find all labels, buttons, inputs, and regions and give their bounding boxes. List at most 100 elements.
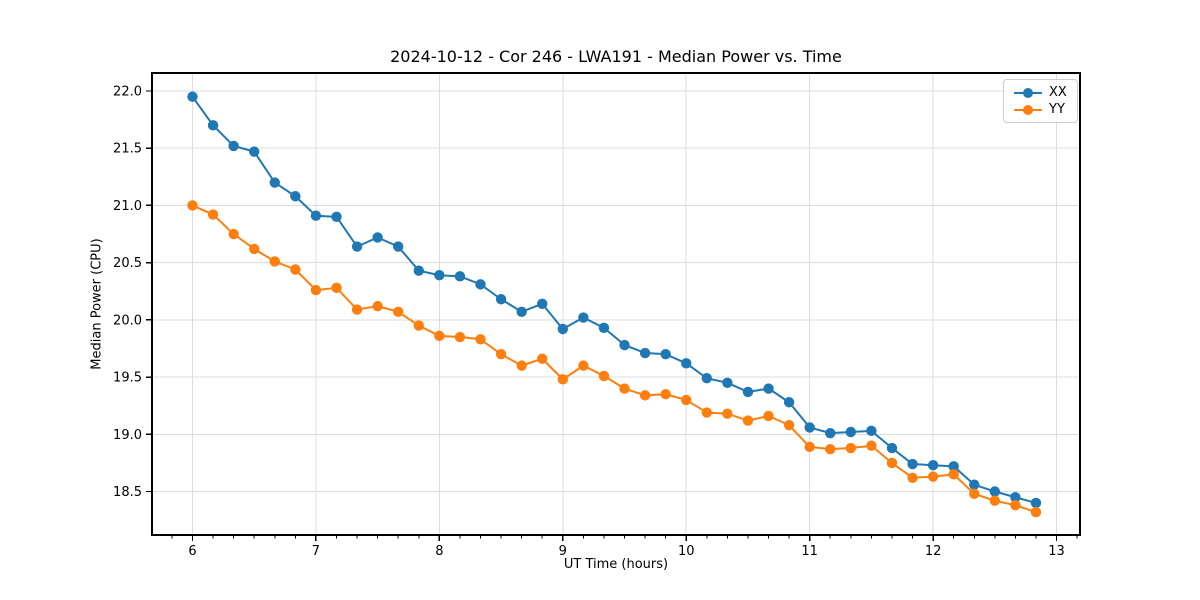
series-marker-yy <box>1010 500 1021 511</box>
series-marker-yy <box>907 472 918 483</box>
series-marker-xx <box>1030 497 1042 509</box>
series-marker-xx <box>742 386 754 398</box>
series-marker-yy <box>434 330 445 342</box>
legend: XX YY <box>1003 79 1078 123</box>
series-marker-xx <box>331 211 342 223</box>
series-marker-yy <box>804 441 815 453</box>
series-marker-xx <box>516 306 527 318</box>
x-axis-label: UT Time (hours) <box>563 557 669 572</box>
series-marker-xx <box>907 458 918 470</box>
series-marker-xx <box>413 265 424 276</box>
y-tick-label: 22.0 <box>113 84 142 99</box>
series-marker-xx <box>619 339 630 351</box>
series-marker-yy <box>681 394 692 406</box>
series-marker-xx <box>495 294 507 305</box>
series-marker-yy <box>495 348 507 360</box>
y-axis-label: Median Power (CPU) <box>89 238 105 370</box>
series-marker-yy <box>351 304 363 315</box>
series-marker-xx <box>866 425 877 437</box>
series-marker-yy <box>516 360 527 371</box>
series-marker-yy <box>886 457 898 469</box>
legend-entry-yy: YY <box>1013 102 1067 117</box>
series-marker-yy <box>598 370 610 382</box>
legend-line-marker-icon <box>1014 104 1042 115</box>
series-marker-yy <box>969 488 980 500</box>
series-marker-xx <box>269 177 280 188</box>
series-marker-xx <box>660 348 671 360</box>
series-marker-xx <box>290 191 301 202</box>
x-tick-label: 9 <box>559 544 567 559</box>
series-marker-xx <box>598 322 610 334</box>
series-marker-xx <box>310 210 322 221</box>
legend-entry-xx: XX <box>1013 85 1067 100</box>
series-marker-yy <box>742 415 754 426</box>
y-tick-label: 20.0 <box>113 313 142 328</box>
series-marker-xx <box>783 397 795 408</box>
legend-marker-1 <box>1023 104 1033 115</box>
series-marker-xx <box>454 271 466 282</box>
series-marker-xx <box>927 459 939 471</box>
series-marker-yy <box>722 408 733 419</box>
x-tick-label: 7 <box>312 544 320 559</box>
y-tick-label: 18.5 <box>113 485 142 500</box>
series-marker-yy <box>249 243 260 255</box>
series-marker-xx <box>639 347 651 359</box>
y-tick-label: 21.0 <box>113 199 142 214</box>
series-marker-yy <box>619 383 630 394</box>
series-marker-xx <box>804 422 815 433</box>
series-marker-yy <box>393 306 404 318</box>
series-marker-yy <box>537 353 548 364</box>
y-tick-label: 19.0 <box>113 428 142 443</box>
series-marker-xx <box>722 377 733 388</box>
legend-line-marker-icon <box>1014 87 1042 98</box>
series-marker-xx <box>537 298 548 310</box>
series-marker-yy <box>783 419 795 431</box>
series-marker-yy <box>866 440 877 451</box>
legend-label: XX <box>1049 85 1067 100</box>
series-marker-yy <box>989 495 1001 506</box>
series-line-xx <box>191 95 1037 504</box>
series-marker-yy <box>948 469 959 480</box>
series-marker-xx <box>228 140 239 152</box>
y-tick-label: 20.5 <box>113 256 142 271</box>
series-marker-yy <box>475 334 486 345</box>
series-marker-yy <box>290 264 301 275</box>
series-marker-yy <box>578 360 589 371</box>
x-tick-label: 12 <box>925 544 942 559</box>
series-marker-yy <box>228 228 239 240</box>
series-marker-xx <box>825 427 836 439</box>
series-marker-xx <box>187 91 198 102</box>
series-marker-yy <box>413 320 424 331</box>
series-marker-xx <box>989 486 1001 497</box>
series-marker-xx <box>249 146 260 157</box>
series-marker-xx <box>763 383 774 394</box>
series-marker-xx <box>681 358 692 369</box>
series-marker-xx <box>845 426 857 438</box>
series-marker-xx <box>557 323 568 335</box>
series-marker-yy <box>187 200 198 211</box>
series-marker-xx <box>1010 492 1021 503</box>
series-marker-xx <box>948 461 959 472</box>
series-marker-yy <box>269 256 280 267</box>
series-marker-xx <box>578 312 589 323</box>
series-marker-yy <box>454 331 466 343</box>
series-marker-yy <box>557 374 568 385</box>
series-marker-xx <box>701 373 713 384</box>
series-marker-yy <box>701 407 713 418</box>
series-marker-xx <box>475 279 486 290</box>
x-tick-label: 11 <box>801 544 818 559</box>
series-marker-yy <box>1030 506 1042 518</box>
series-marker-yy <box>207 209 219 220</box>
series-marker-yy <box>825 443 836 455</box>
series-marker-xx <box>886 442 898 454</box>
x-tick-label: 8 <box>435 544 443 559</box>
plot-border <box>151 72 1081 536</box>
series-marker-yy <box>639 390 651 401</box>
series-marker-yy <box>763 410 774 422</box>
x-tick-label: 6 <box>188 544 196 559</box>
series-marker-yy <box>927 471 939 482</box>
y-tick-label: 19.5 <box>113 371 142 386</box>
legend-marker-0 <box>1023 87 1033 98</box>
